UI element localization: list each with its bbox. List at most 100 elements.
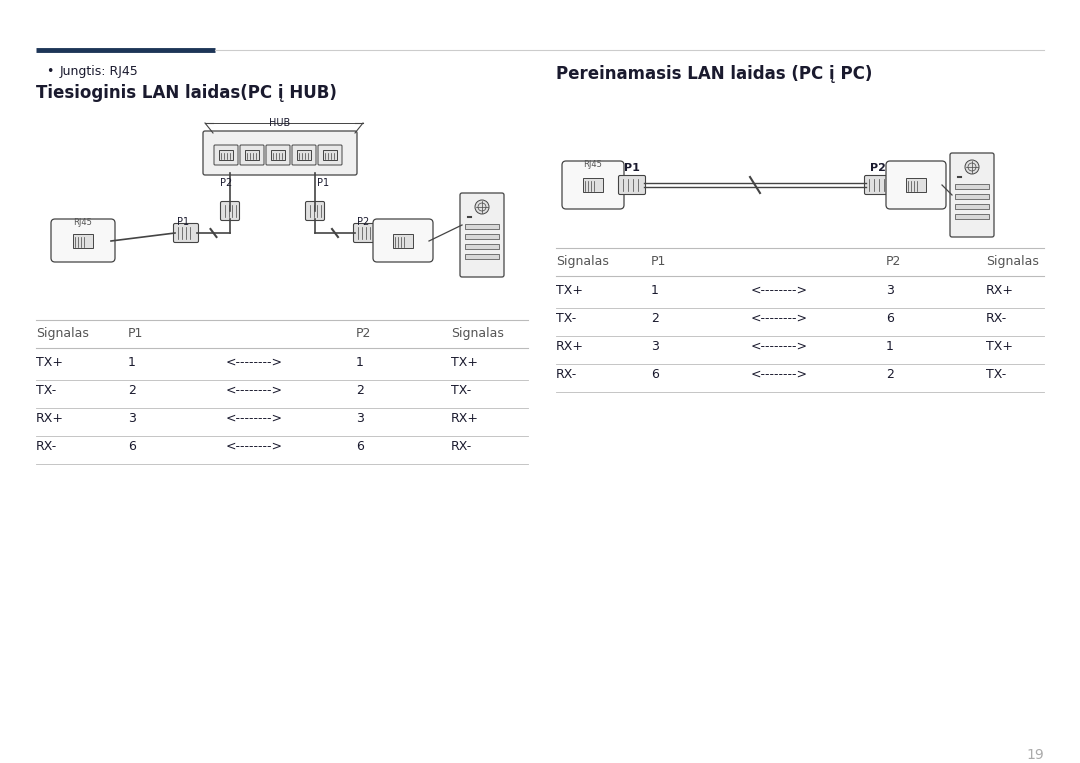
FancyBboxPatch shape [214, 145, 238, 165]
Bar [465, 244, 499, 249]
Text: RJ45: RJ45 [583, 160, 603, 169]
Text: Signalas: Signalas [451, 327, 504, 340]
Text: 6: 6 [356, 440, 364, 453]
Text: P1: P1 [624, 163, 639, 173]
Text: 2: 2 [886, 368, 894, 381]
FancyBboxPatch shape [886, 161, 946, 209]
Text: 2: 2 [651, 312, 659, 325]
Text: 2: 2 [356, 384, 364, 397]
Text: TX+: TX+ [556, 284, 583, 297]
Text: P1: P1 [318, 178, 329, 188]
Circle shape [478, 203, 486, 211]
Text: 3: 3 [356, 412, 364, 425]
Text: RJ45: RJ45 [73, 218, 93, 227]
Bar [465, 224, 499, 229]
Text: 6: 6 [129, 440, 136, 453]
Text: 3: 3 [886, 284, 894, 297]
Text: 19: 19 [1026, 748, 1044, 762]
Text: TX+: TX+ [986, 340, 1013, 353]
FancyBboxPatch shape [460, 193, 504, 277]
Text: 6: 6 [651, 368, 659, 381]
Text: <-------->: <--------> [751, 312, 808, 325]
FancyBboxPatch shape [266, 145, 291, 165]
Text: •: • [46, 65, 53, 78]
Bar [955, 214, 989, 219]
Bar [245, 150, 259, 160]
Text: P2: P2 [357, 217, 369, 227]
Bar [73, 234, 93, 248]
Circle shape [966, 160, 978, 174]
Text: 3: 3 [651, 340, 659, 353]
Text: <-------->: <--------> [751, 340, 808, 353]
FancyBboxPatch shape [353, 224, 378, 243]
Text: Pereinamasis LAN laidas (PC į PC): Pereinamasis LAN laidas (PC į PC) [556, 65, 873, 83]
Text: RX+: RX+ [451, 412, 480, 425]
Text: 1: 1 [886, 340, 894, 353]
FancyBboxPatch shape [51, 219, 114, 262]
Bar [955, 194, 989, 199]
Bar [955, 204, 989, 209]
Text: Signalas: Signalas [986, 255, 1039, 268]
FancyBboxPatch shape [619, 175, 646, 195]
Bar [465, 234, 499, 239]
Bar [271, 150, 285, 160]
Text: TX+: TX+ [36, 356, 63, 369]
FancyBboxPatch shape [240, 145, 264, 165]
Circle shape [475, 200, 489, 214]
Text: P2: P2 [886, 255, 902, 268]
Text: TX-: TX- [556, 312, 577, 325]
Text: TX-: TX- [986, 368, 1007, 381]
Text: <-------->: <--------> [751, 284, 808, 297]
Circle shape [968, 163, 976, 171]
Text: <-------->: <--------> [226, 356, 283, 369]
Text: TX+: TX+ [451, 356, 478, 369]
Bar [219, 150, 233, 160]
Text: P1: P1 [651, 255, 666, 268]
Text: <-------->: <--------> [226, 440, 283, 453]
Text: P1: P1 [129, 327, 144, 340]
Text: RX-: RX- [556, 368, 577, 381]
FancyBboxPatch shape [950, 153, 994, 237]
Text: TX-: TX- [451, 384, 471, 397]
Text: P2: P2 [870, 163, 886, 173]
FancyBboxPatch shape [292, 145, 316, 165]
Text: 6: 6 [886, 312, 894, 325]
Text: HUB: HUB [269, 118, 291, 128]
Bar [955, 184, 989, 189]
Text: <-------->: <--------> [751, 368, 808, 381]
Text: P2: P2 [356, 327, 372, 340]
Text: Tiesioginis LAN laidas(PC į HUB): Tiesioginis LAN laidas(PC į HUB) [36, 84, 337, 102]
FancyBboxPatch shape [373, 219, 433, 262]
Text: P2: P2 [220, 178, 232, 188]
Bar [393, 234, 413, 248]
Text: Jungtis: RJ45: Jungtis: RJ45 [60, 65, 138, 78]
Bar [297, 150, 311, 160]
Text: 1: 1 [356, 356, 364, 369]
Text: 3: 3 [129, 412, 136, 425]
Bar [465, 254, 499, 259]
Text: 1: 1 [129, 356, 136, 369]
Text: RX-: RX- [36, 440, 57, 453]
FancyBboxPatch shape [318, 145, 342, 165]
FancyBboxPatch shape [220, 201, 240, 221]
Text: <-------->: <--------> [226, 412, 283, 425]
Bar [906, 178, 926, 192]
FancyBboxPatch shape [864, 175, 891, 195]
Text: RX+: RX+ [556, 340, 584, 353]
Text: RX-: RX- [451, 440, 472, 453]
FancyBboxPatch shape [562, 161, 624, 209]
Text: Signalas: Signalas [556, 255, 609, 268]
Text: RX+: RX+ [986, 284, 1014, 297]
Text: <-------->: <--------> [226, 384, 283, 397]
FancyBboxPatch shape [306, 201, 324, 221]
Text: TX-: TX- [36, 384, 56, 397]
Bar [583, 178, 603, 192]
Text: P1: P1 [177, 217, 189, 227]
Text: RX+: RX+ [36, 412, 64, 425]
Text: 2: 2 [129, 384, 136, 397]
Text: Signalas: Signalas [36, 327, 89, 340]
FancyBboxPatch shape [203, 131, 357, 175]
Text: RX-: RX- [986, 312, 1008, 325]
Text: 1: 1 [651, 284, 659, 297]
FancyBboxPatch shape [174, 224, 199, 243]
